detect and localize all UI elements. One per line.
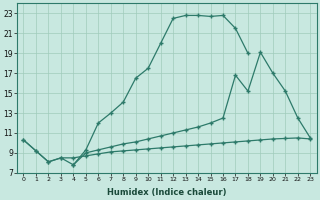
X-axis label: Humidex (Indice chaleur): Humidex (Indice chaleur) — [107, 188, 227, 197]
